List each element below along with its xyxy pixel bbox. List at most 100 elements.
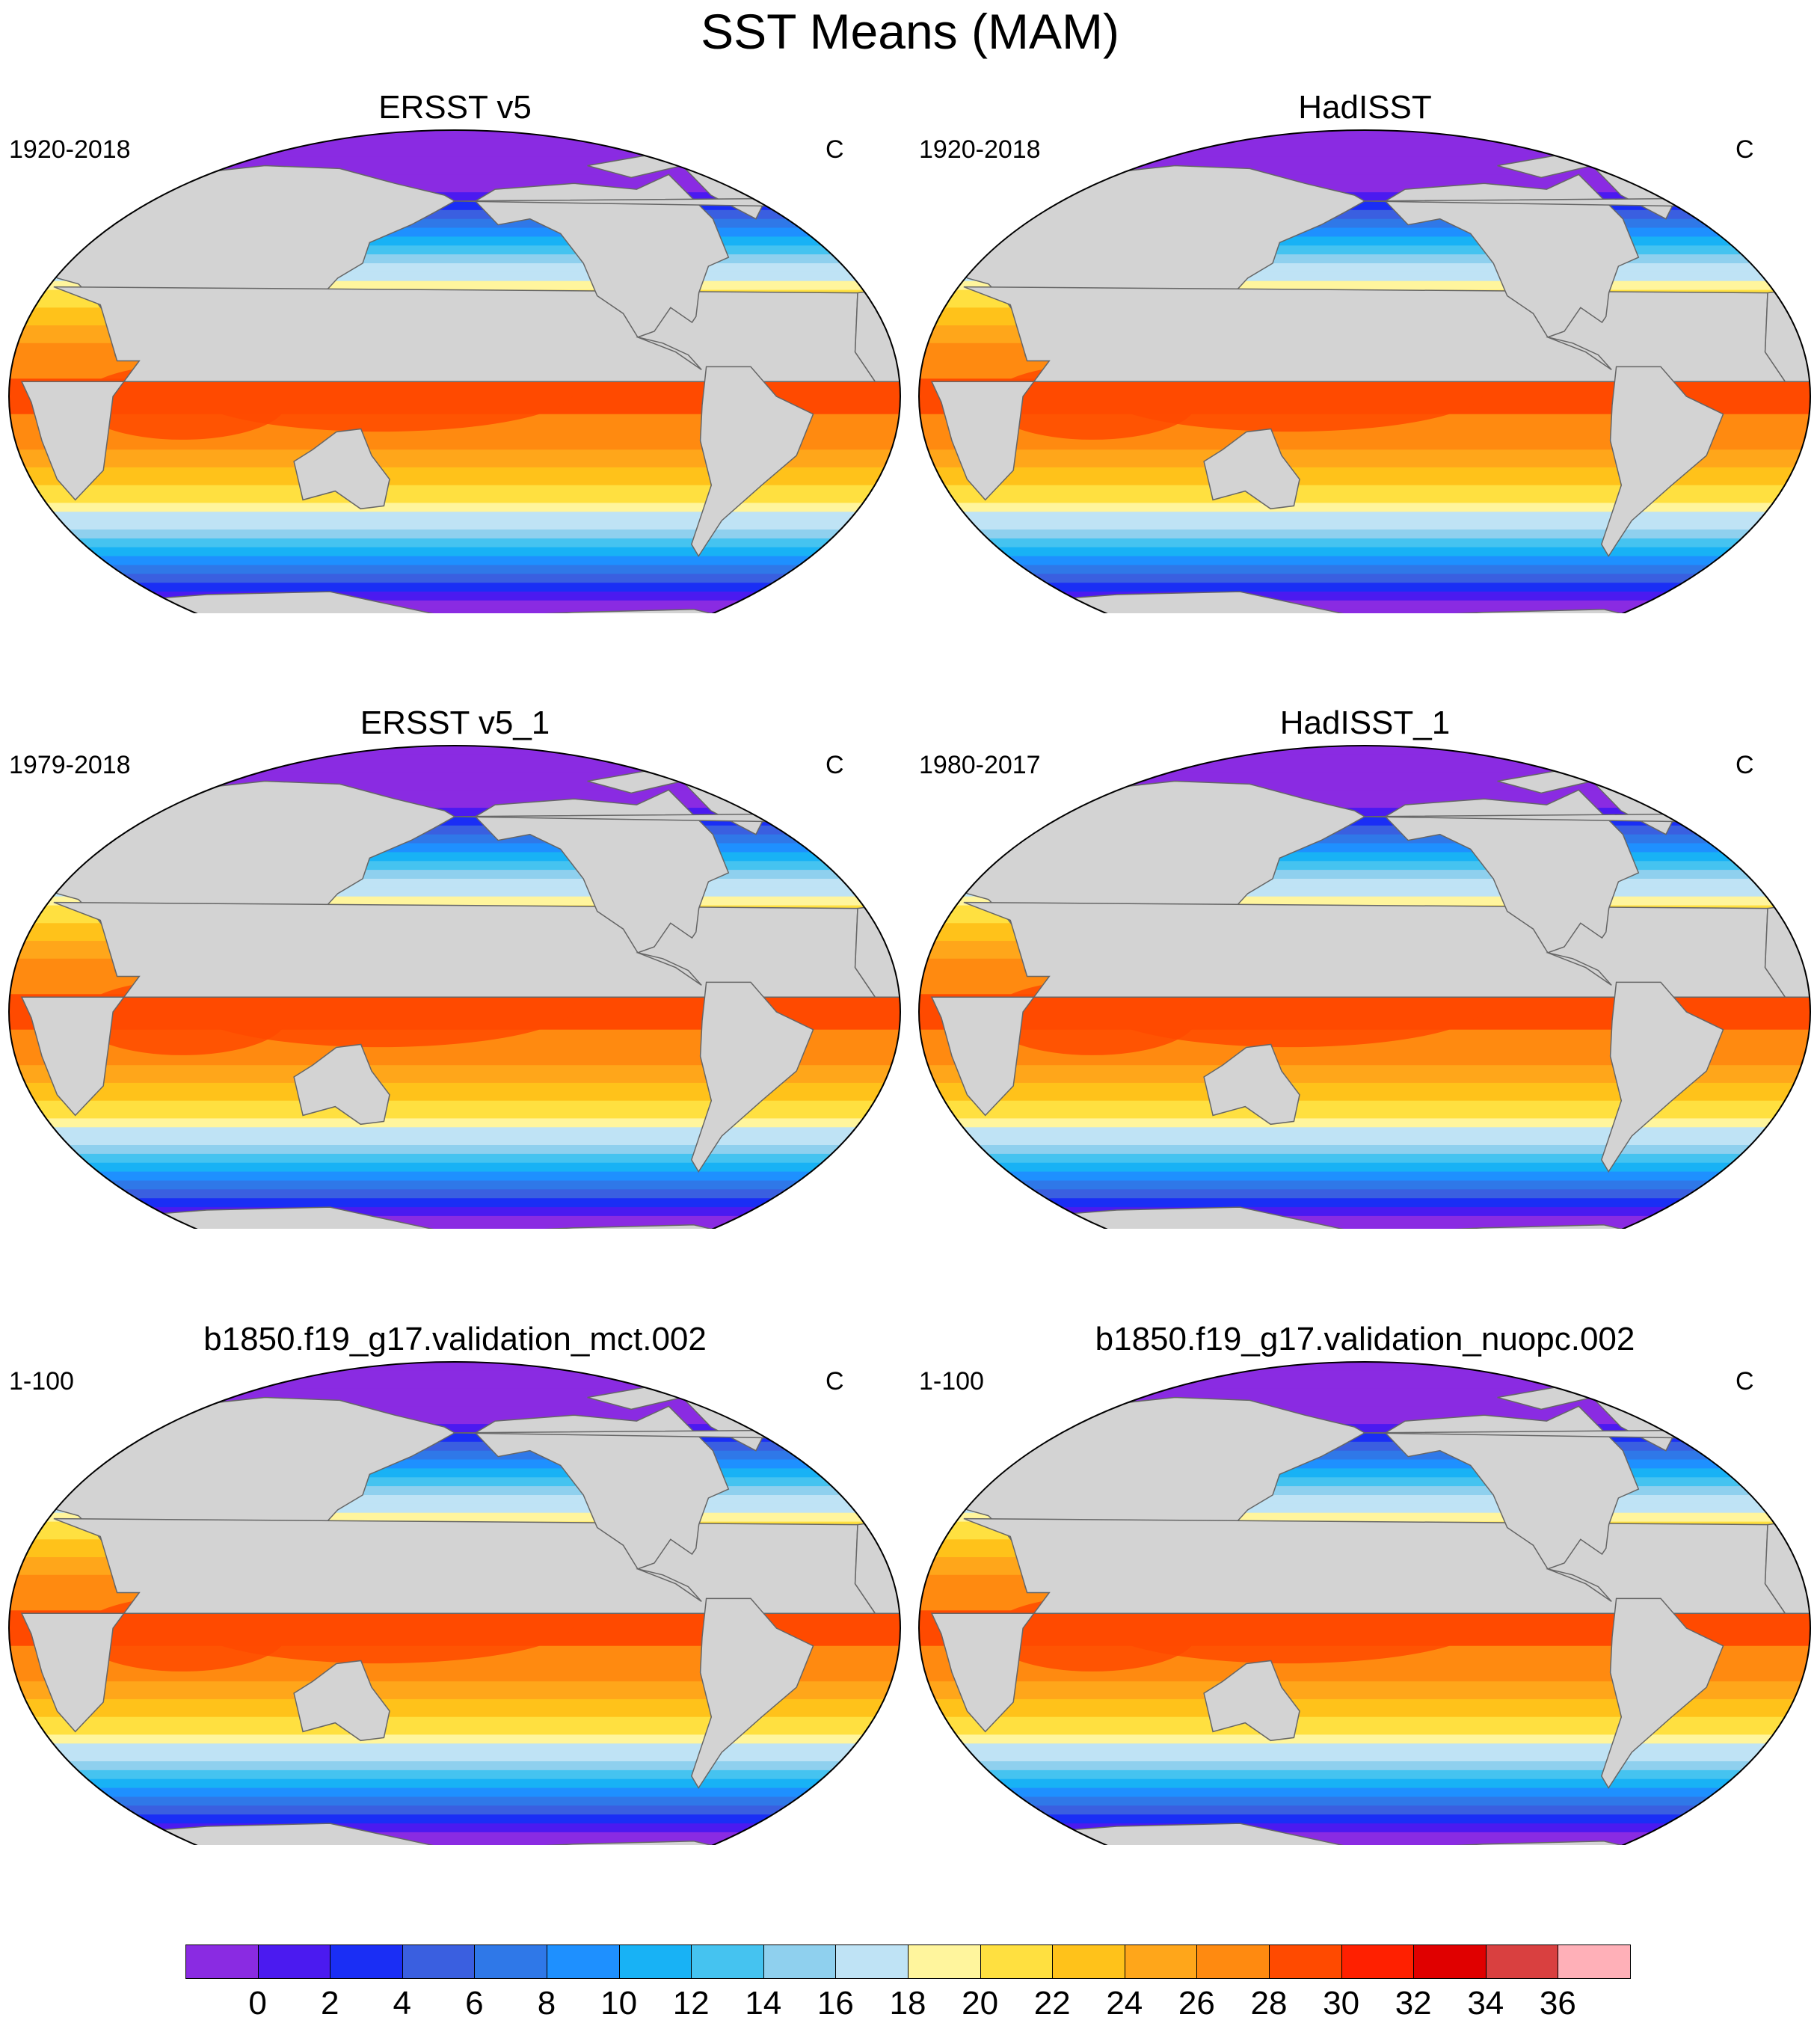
sst-band xyxy=(919,1153,1810,1164)
sst-band xyxy=(919,1397,1810,1407)
land-antarctica xyxy=(999,1823,1730,1845)
sst-band xyxy=(919,583,1810,592)
land-australia xyxy=(293,1660,390,1742)
land-australia xyxy=(293,1043,390,1126)
sst-band xyxy=(9,565,900,574)
panel-title: HadISST_1 xyxy=(1279,705,1451,741)
colorbar-tick-label: 10 xyxy=(600,1985,638,2022)
sst-band xyxy=(919,538,1810,548)
sst-band xyxy=(919,1171,1810,1182)
sst-band xyxy=(9,1224,900,1229)
colorbar-tick-label: 14 xyxy=(745,1985,782,2022)
sst-band xyxy=(9,1805,900,1815)
sst-band xyxy=(919,485,1810,495)
sst-band xyxy=(9,592,900,601)
land-north-america xyxy=(474,789,730,986)
sst-band xyxy=(9,781,900,791)
sst-band xyxy=(9,772,900,782)
colorbar-box xyxy=(185,1944,259,1979)
map-border xyxy=(8,129,901,613)
sst-band xyxy=(919,1082,1810,1093)
sst-band xyxy=(9,1100,900,1111)
panel-period: 1979-2018 xyxy=(9,751,131,779)
sst-band xyxy=(9,538,900,548)
colorbar-box xyxy=(1196,1944,1270,1979)
sst-band xyxy=(9,1841,900,1845)
panel-title: ERSST v5 xyxy=(378,89,532,126)
colorbar-tick-label: 36 xyxy=(1539,1985,1576,2022)
land-africa xyxy=(20,901,876,1117)
colorbar-tick-label: 24 xyxy=(1106,1985,1143,2022)
land-antarctica xyxy=(89,1206,820,1229)
sst-band xyxy=(919,1215,1810,1226)
sst-band xyxy=(919,1841,1810,1845)
land-antarctica xyxy=(89,591,820,613)
sst-band xyxy=(919,521,1810,530)
sst-band xyxy=(919,1743,1810,1753)
sst-band xyxy=(919,1672,1810,1682)
land-north-america xyxy=(1384,789,1640,986)
sst-band xyxy=(9,530,900,539)
sst-band xyxy=(9,1761,900,1771)
sst-band xyxy=(9,1153,900,1164)
sst-band xyxy=(9,1118,900,1128)
map-border xyxy=(8,1361,901,1845)
sst-band xyxy=(9,156,900,167)
sst-band xyxy=(9,1145,900,1155)
map-border xyxy=(918,745,1811,1229)
sst-band xyxy=(919,467,1810,477)
sst-band xyxy=(9,138,900,149)
sst-band xyxy=(9,1388,900,1399)
sst-band xyxy=(919,592,1810,601)
panel-units: C xyxy=(826,135,844,164)
sst-band xyxy=(9,746,900,755)
sst-band xyxy=(919,1716,1810,1727)
land-antarctica xyxy=(89,1823,820,1845)
panel-units: C xyxy=(1736,135,1754,164)
colorbar-box xyxy=(1413,1944,1487,1979)
sst-band xyxy=(9,1769,900,1780)
land-australia xyxy=(1203,428,1300,510)
sst-band xyxy=(9,476,900,486)
map-canvas xyxy=(918,1361,1811,1845)
sst-band xyxy=(919,1761,1810,1771)
land-north-america xyxy=(1384,174,1640,371)
colorbar-tick-label: 12 xyxy=(672,1985,710,2022)
sst-band xyxy=(9,1091,900,1102)
map-canvas xyxy=(8,1361,901,1845)
colorbar-box xyxy=(1485,1944,1559,1979)
warm-pool-indian xyxy=(77,364,287,440)
sst-band xyxy=(919,130,1810,140)
sst-band xyxy=(9,1725,900,1735)
sst-band xyxy=(9,609,900,613)
sst-band xyxy=(9,467,900,477)
colorbar-box xyxy=(474,1944,547,1979)
sst-band xyxy=(919,165,1810,175)
map-border xyxy=(918,1361,1811,1845)
sst-band xyxy=(919,556,1810,566)
sst-band xyxy=(919,156,1810,167)
sst-band xyxy=(919,1769,1810,1780)
sst-band xyxy=(9,449,900,459)
panel-title: ERSST v5_1 xyxy=(360,705,550,741)
sst-band xyxy=(919,1370,1810,1381)
colorbar-tick-label: 28 xyxy=(1250,1985,1288,2022)
colorbar-box xyxy=(1341,1944,1415,1979)
colorbar-box xyxy=(980,1944,1054,1979)
colorbar-tick-label: 18 xyxy=(889,1985,926,2022)
sst-band xyxy=(9,1814,900,1824)
land-south-america xyxy=(690,366,814,558)
colorbar-box xyxy=(1558,1944,1631,1979)
sst-band xyxy=(919,1734,1810,1744)
sst-band xyxy=(919,1136,1810,1146)
sst-band xyxy=(919,1118,1810,1128)
sst-band xyxy=(9,600,900,610)
sst-band xyxy=(9,1698,900,1709)
colorbar-box xyxy=(547,1944,620,1979)
sst-band xyxy=(919,1189,1810,1199)
sst-band xyxy=(9,192,900,202)
sst-band xyxy=(919,799,1810,808)
sst-band xyxy=(9,512,900,521)
warm-pool-indian xyxy=(77,1596,287,1672)
sst-band xyxy=(9,1415,900,1425)
